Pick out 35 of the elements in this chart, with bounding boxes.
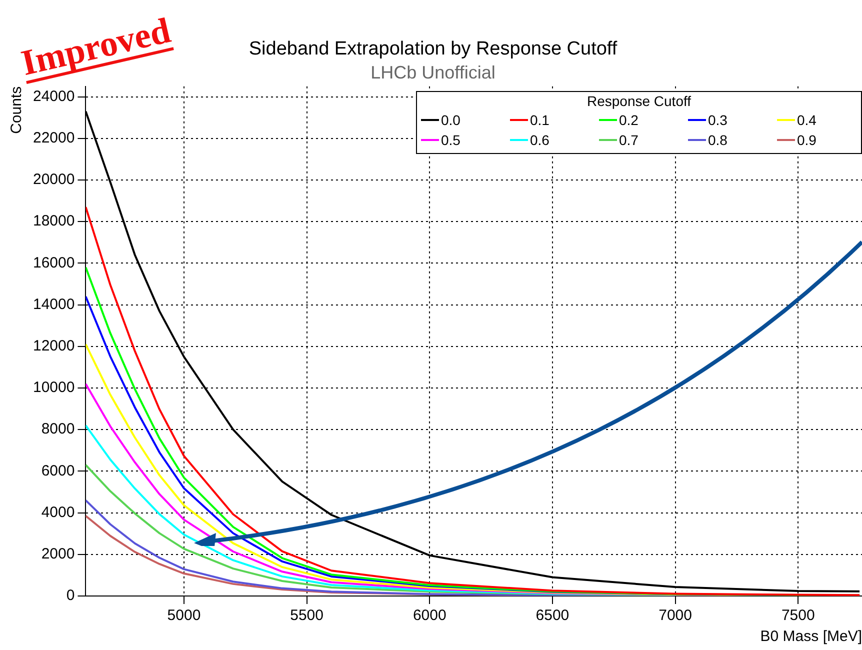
y-tick-label: 18000 xyxy=(32,212,75,230)
y-tick-label: 16000 xyxy=(32,254,75,272)
y-tick-label: 22000 xyxy=(32,130,75,147)
x-tick-label: 5000 xyxy=(167,607,201,624)
x-tick-label: 6500 xyxy=(536,607,570,624)
legend-label: 0.0 xyxy=(441,112,460,128)
legend-title: Response Cutoff xyxy=(586,93,692,110)
text: Improved xyxy=(18,10,174,84)
x-tick-label: 6000 xyxy=(412,607,446,624)
legend-label: 0.5 xyxy=(441,132,460,148)
legend-label: 0.7 xyxy=(619,132,638,148)
chart-title: Sideband Extrapolation by Response Cutoff xyxy=(248,38,618,60)
y-tick-label: 2000 xyxy=(41,546,75,563)
x-axis-title: B0 Mass [MeV] xyxy=(760,628,862,646)
y-tick-label: 4000 xyxy=(41,504,75,521)
legend-label: 0.2 xyxy=(619,112,638,128)
y-tick-label: 12000 xyxy=(32,338,75,355)
legend-label: 0.4 xyxy=(797,112,816,128)
legend-label: 0.9 xyxy=(797,132,816,148)
y-tick-label: 20000 xyxy=(32,171,75,188)
chart-subtitle: LHCb Unofficial xyxy=(370,62,496,83)
y-tick-label: 6000 xyxy=(41,462,75,480)
x-tick-label: 7500 xyxy=(781,607,815,624)
x-tick-label: 5500 xyxy=(290,607,324,624)
legend-label: 0.6 xyxy=(530,132,550,148)
y-tick-label: 10000 xyxy=(32,379,75,396)
legend-label: 0.1 xyxy=(530,112,550,128)
legend-label: 0.3 xyxy=(708,112,728,128)
y-tick-label: 8000 xyxy=(41,420,75,438)
y-tick-label: 24000 xyxy=(32,88,75,105)
y-tick-label: 0 xyxy=(66,587,75,604)
y-tick-label: 14000 xyxy=(32,296,75,313)
legend-label: 0.8 xyxy=(708,132,728,148)
y-axis-title: Counts xyxy=(8,86,26,134)
x-tick-label: 7000 xyxy=(658,607,692,624)
